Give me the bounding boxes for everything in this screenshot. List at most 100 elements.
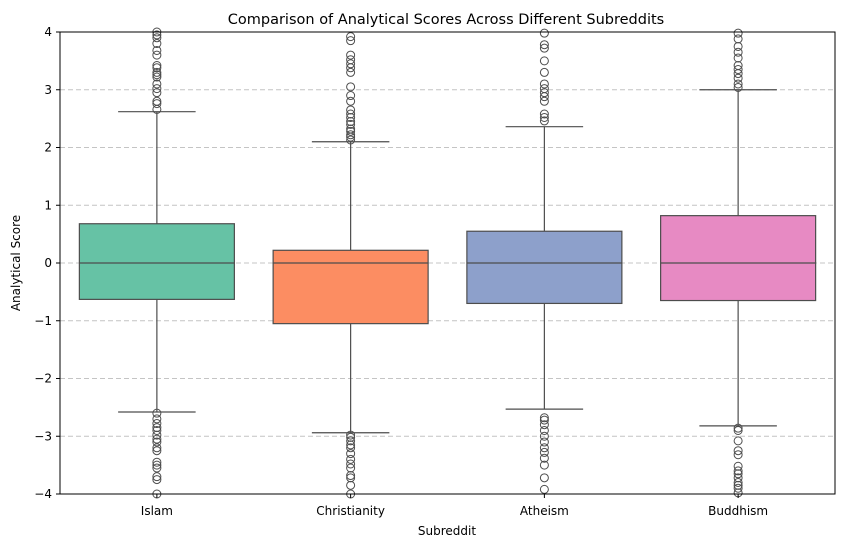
outlier-point (733, 65, 743, 75)
outlier-point (346, 454, 356, 464)
y-axis-ticks: −4 −3 −2 −1 0 1 2 3 4 (34, 25, 60, 501)
outlier-point (152, 434, 162, 444)
x-tick-label: Atheism (520, 504, 569, 518)
outlier-point (152, 39, 162, 49)
outlier-point (539, 437, 549, 447)
outlier-point (152, 414, 162, 424)
outlier-point (539, 84, 549, 94)
outlier-point (152, 84, 162, 94)
outlier-point (346, 440, 356, 450)
outlier-point (733, 28, 743, 38)
y-axis-label: Analytical Score (9, 215, 23, 311)
box-buddhism (660, 28, 817, 498)
outlier-point (539, 443, 549, 453)
outlier-point (539, 88, 549, 98)
outlier-point (733, 79, 743, 89)
outlier-point (539, 67, 549, 77)
outlier-point (346, 55, 356, 65)
outlier-point (539, 453, 549, 463)
outlier-point (152, 99, 162, 109)
outlier-point (539, 413, 549, 423)
outlier-point (152, 419, 162, 429)
outlier-point (152, 30, 162, 40)
outlier-point (539, 473, 549, 483)
outlier-point (733, 483, 743, 493)
outlier-point (733, 436, 743, 446)
outlier-point (733, 466, 743, 476)
outlier-point (539, 484, 549, 494)
outlier-point (152, 475, 162, 485)
outlier-point (346, 67, 356, 77)
outlier-point (152, 460, 162, 470)
y-tick-label: −1 (34, 314, 52, 328)
outlier-point (539, 40, 549, 50)
outlier-point (346, 109, 356, 119)
box-islam (78, 27, 235, 499)
outlier-point (346, 459, 356, 469)
y-tick-label: −3 (34, 429, 52, 443)
outlier-point (346, 480, 356, 490)
outlier-point (152, 472, 162, 482)
iqr-box (272, 249, 429, 325)
y-tick-label: 0 (44, 256, 52, 270)
outlier-point (346, 91, 356, 101)
iqr-box (466, 230, 623, 305)
outlier-point (346, 130, 356, 140)
iqr-box (660, 215, 817, 302)
outlier-point (539, 420, 549, 430)
outlier-point (152, 70, 162, 80)
outlier-point (539, 460, 549, 470)
outlier-point (346, 126, 356, 136)
outlier-point (346, 436, 356, 446)
outlier-point (733, 450, 743, 460)
box-atheism (466, 28, 623, 494)
y-tick-label: −2 (34, 372, 52, 386)
x-axis-label: Subreddit (418, 524, 476, 538)
outlier-point (733, 41, 743, 51)
outlier-point (152, 457, 162, 467)
outlier-point (733, 73, 743, 83)
outlier-point (152, 79, 162, 89)
outlier-point (152, 443, 162, 453)
outlier-point (733, 47, 743, 57)
outlier-point (346, 119, 356, 129)
outlier-point (539, 431, 549, 441)
outlier-point (539, 28, 549, 38)
outlier-point (346, 82, 356, 92)
outlier-point (733, 461, 743, 471)
outlier-point (733, 423, 743, 433)
outlier-point (152, 430, 162, 440)
outlier-point (346, 135, 356, 145)
outlier-point (346, 36, 356, 46)
outlier-point (733, 477, 743, 487)
x-tick-label: Islam (141, 504, 173, 518)
outlier-point (152, 408, 162, 418)
outlier-point (346, 430, 356, 440)
outlier-point (346, 105, 356, 115)
iqr-box (78, 223, 235, 300)
outlier-point (733, 469, 743, 479)
y-tick-label: 3 (44, 83, 52, 97)
outlier-point (346, 449, 356, 459)
y-tick-label: 4 (44, 25, 52, 39)
outlier-point (152, 425, 162, 435)
outlier-point (539, 96, 549, 106)
outlier-point (346, 59, 356, 69)
outlier-point (539, 109, 549, 119)
outlier-point (539, 79, 549, 89)
outlier-point (346, 50, 356, 60)
outlier-point (152, 50, 162, 60)
boxes (78, 27, 817, 499)
outlier-point (539, 425, 549, 435)
outlier-point (733, 82, 743, 92)
outlier-point (152, 33, 162, 43)
outlier-point (346, 443, 356, 453)
outlier-point (152, 88, 162, 98)
chart-title: Comparison of Analytical Scores Across D… (228, 12, 664, 28)
outlier-point (152, 45, 162, 55)
outlier-point (152, 63, 162, 73)
outlier-point (346, 96, 356, 106)
outlier-point (152, 437, 162, 447)
outlier-point (733, 425, 743, 435)
outlier-point (539, 56, 549, 66)
